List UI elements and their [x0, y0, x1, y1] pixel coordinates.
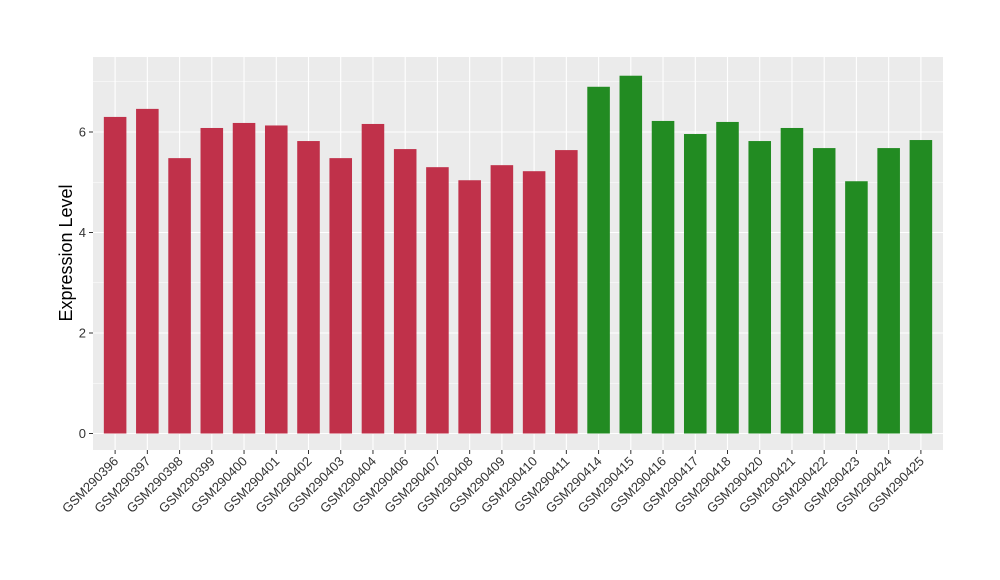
bar [232, 122, 256, 434]
bar [748, 141, 772, 434]
bar [136, 108, 159, 434]
bar [490, 165, 514, 434]
y-tick-label: 0 [79, 426, 86, 441]
x-axis: GSM290396GSM290397GSM290398GSM290399GSM2… [59, 450, 927, 516]
bar [393, 149, 417, 434]
y-axis-title: Expression Level [56, 184, 76, 321]
bar [458, 180, 481, 434]
bar [716, 121, 739, 434]
bar [587, 86, 610, 434]
bar [297, 141, 320, 434]
bar [264, 125, 288, 434]
bar [619, 75, 643, 434]
y-tick-label: 2 [79, 326, 86, 341]
bar [426, 167, 449, 434]
bar [103, 116, 127, 434]
bar [522, 171, 546, 434]
bar [555, 150, 578, 434]
bar [909, 140, 933, 434]
bar [812, 148, 836, 434]
bar [683, 134, 707, 434]
bar [361, 123, 385, 434]
bar [329, 158, 353, 434]
bar [845, 181, 868, 434]
bar [200, 127, 224, 434]
bars [103, 75, 933, 434]
bar [780, 127, 804, 434]
y-axis: 0 2 4 6 [79, 125, 93, 441]
bar [651, 120, 675, 434]
bar [168, 158, 191, 434]
y-tick-label: 6 [79, 125, 86, 140]
y-tick-label: 4 [79, 225, 86, 240]
bar [877, 148, 900, 434]
